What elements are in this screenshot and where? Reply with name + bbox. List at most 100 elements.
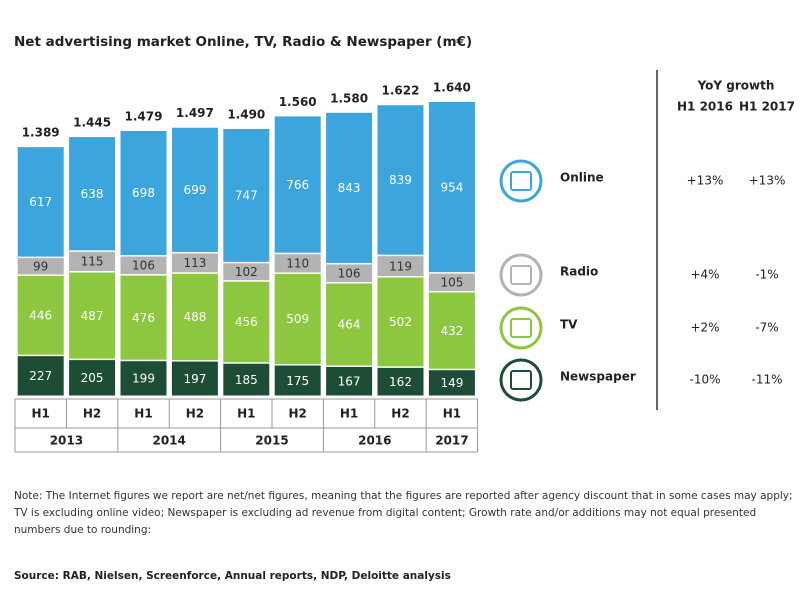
x-tick-label: H1 <box>443 407 461 421</box>
value-label: 747 <box>235 189 258 203</box>
bar-segment <box>428 292 475 369</box>
value-label: 167 <box>338 374 361 388</box>
bar-segment <box>171 253 218 273</box>
year-label: 2013 <box>50 434 83 448</box>
total-label: 1.560 <box>279 95 317 109</box>
bar-segment <box>120 130 167 256</box>
growth-column: H1 2016 <box>677 100 733 114</box>
value-label: 839 <box>389 173 412 187</box>
growth-column: H1 2017 <box>739 100 795 114</box>
growth-value: -1% <box>755 268 778 282</box>
value-label: 199 <box>132 372 155 386</box>
legend-icon-inner <box>510 370 532 390</box>
bar-segment <box>326 264 373 282</box>
value-label: 488 <box>183 310 206 324</box>
x-tick-label: H1 <box>31 407 49 421</box>
x-tick-label: H2 <box>288 407 306 421</box>
x-tick-label: H1 <box>134 407 152 421</box>
x-tick-label: H2 <box>83 407 101 421</box>
legend-label: Newspaper <box>560 370 636 384</box>
total-label: 1.622 <box>382 84 420 98</box>
bar-segment <box>326 366 373 396</box>
growth-value: -10% <box>689 373 720 387</box>
value-label: 106 <box>338 266 361 280</box>
bar-segment <box>428 370 475 396</box>
value-label: 119 <box>389 259 412 273</box>
growth-value: +2% <box>690 321 719 335</box>
legend-icon <box>499 253 543 297</box>
bar-segment <box>223 128 270 262</box>
bar-segment <box>274 273 321 365</box>
bar-segment <box>377 277 424 367</box>
bar-segment <box>428 273 475 291</box>
year-label: 2015 <box>255 434 288 448</box>
total-label: 1.445 <box>73 116 111 130</box>
total-label: 1.640 <box>433 81 471 95</box>
value-label: 476 <box>132 311 155 325</box>
bar-segment <box>377 256 424 277</box>
x-tick-label: H2 <box>186 407 204 421</box>
year-label: 2014 <box>152 434 185 448</box>
value-label: 843 <box>338 181 361 195</box>
value-label: 487 <box>81 309 104 323</box>
bar-segment <box>17 258 64 275</box>
bar-segment <box>428 102 475 273</box>
bar-segment <box>171 127 218 252</box>
x-tick-label: H1 <box>237 407 255 421</box>
value-label: 162 <box>389 375 412 389</box>
value-label: 115 <box>81 255 104 269</box>
year-label: 2017 <box>435 434 468 448</box>
value-label: 617 <box>29 195 52 209</box>
legend-label: TV <box>560 318 578 332</box>
note: Note: The Internet figures we report are… <box>14 490 793 536</box>
bar-segment <box>120 275 167 360</box>
legend-icon <box>499 306 543 350</box>
total-label: 1.580 <box>330 91 368 105</box>
chart-title: Net advertising market Online, TV, Radio… <box>14 34 472 50</box>
legend-icon <box>499 358 543 402</box>
legend-icon-inner <box>510 171 532 191</box>
value-label: 105 <box>440 276 463 290</box>
bar-segment <box>223 263 270 281</box>
value-label: 954 <box>440 180 463 194</box>
legend-label: Online <box>560 171 604 185</box>
value-label: 175 <box>286 374 309 388</box>
value-label: 502 <box>389 315 412 329</box>
total-label: 1.479 <box>125 109 163 123</box>
value-label: 185 <box>235 373 258 387</box>
bar-segment <box>69 251 116 272</box>
bar-segment <box>223 363 270 396</box>
growth-value: -7% <box>755 321 778 335</box>
bar-segment <box>377 105 424 255</box>
bar-segment <box>326 112 373 263</box>
value-label: 227 <box>29 369 52 383</box>
bar-segment <box>377 367 424 396</box>
growth-value: +4% <box>690 268 719 282</box>
source: Source: RAB, Nielsen, Screenforce, Annua… <box>14 570 451 582</box>
legend-icon-inner <box>510 265 532 285</box>
bar-segment <box>274 365 321 396</box>
value-label: 638 <box>81 187 104 201</box>
x-tick-label: H1 <box>340 407 358 421</box>
value-label: 432 <box>440 324 463 338</box>
growth-value: +13% <box>687 174 724 188</box>
legend-icon <box>499 159 543 203</box>
bar-segment <box>171 273 218 361</box>
x-tick-label: H2 <box>391 407 409 421</box>
legend-label: Radio <box>560 265 598 279</box>
value-label: 113 <box>183 256 206 270</box>
chart: Net advertising market Online, TV, Radio… <box>14 34 795 453</box>
value-label: 205 <box>81 371 104 385</box>
value-label: 446 <box>29 309 52 323</box>
growth-title: YoY growth <box>697 79 775 93</box>
value-label: 99 <box>33 260 48 274</box>
bar-segment <box>274 254 321 273</box>
bar-segment <box>120 361 167 396</box>
value-label: 110 <box>286 257 309 271</box>
total-label: 1.497 <box>176 106 214 120</box>
total-label: 1.389 <box>22 126 60 140</box>
value-label: 509 <box>286 312 309 326</box>
value-label: 456 <box>235 315 258 329</box>
bar-segment <box>17 275 64 355</box>
